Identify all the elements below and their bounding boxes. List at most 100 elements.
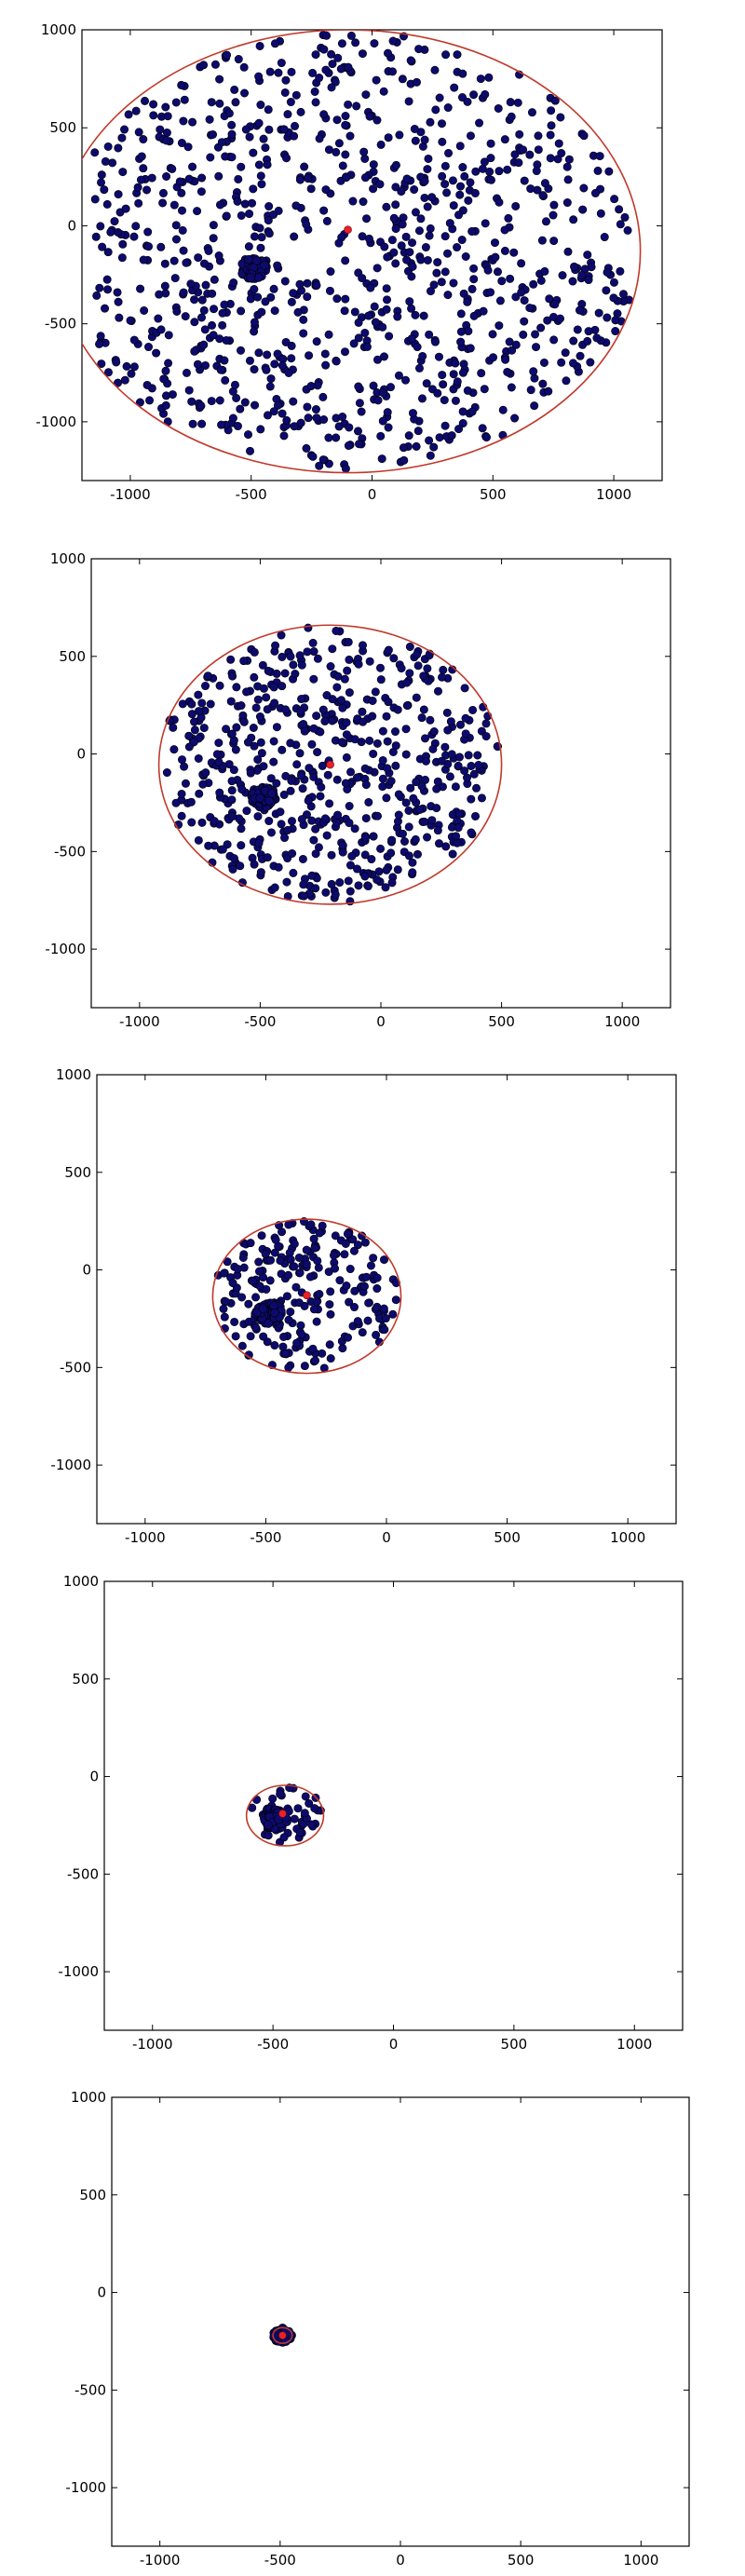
data-point [254, 838, 264, 847]
data-point [346, 31, 356, 40]
data-point [144, 242, 154, 251]
data-point [215, 396, 224, 405]
data-point [427, 816, 437, 825]
data-point [406, 783, 415, 793]
data-point [306, 184, 316, 194]
y-tick-label: 1000 [63, 1573, 99, 1590]
data-point [297, 771, 306, 780]
data-point [273, 261, 282, 270]
data-point [181, 312, 190, 321]
data-point [115, 313, 124, 322]
data-point [262, 365, 271, 374]
data-point [385, 332, 394, 341]
data-point [136, 175, 145, 184]
data-point [296, 107, 305, 116]
data-point [509, 248, 519, 257]
data-point [114, 378, 123, 387]
data-point [188, 162, 197, 171]
data-point [486, 288, 495, 297]
data-point [494, 103, 503, 113]
data-point [481, 732, 491, 741]
data-point [457, 236, 467, 245]
data-point [361, 90, 371, 100]
data-point [402, 678, 412, 687]
data-point [265, 67, 275, 76]
data-point [301, 1792, 310, 1801]
data-point [112, 358, 121, 367]
data-point [494, 197, 504, 207]
data-point [305, 764, 314, 773]
data-point [300, 1362, 309, 1371]
data-point [250, 232, 259, 241]
data-point [226, 655, 236, 664]
data-point [365, 112, 374, 121]
data-point [305, 1272, 315, 1281]
data-point [179, 288, 188, 297]
data-point [277, 820, 286, 829]
data-point [263, 160, 272, 169]
data-point [270, 1341, 279, 1350]
data-point [435, 433, 444, 442]
data-point [229, 854, 238, 863]
data-point [210, 817, 219, 826]
data-point [214, 171, 224, 181]
data-point [257, 749, 266, 758]
data-point [175, 177, 184, 186]
data-point [616, 266, 625, 276]
data-point [369, 184, 378, 194]
data-point [558, 271, 567, 280]
data-point [620, 212, 630, 222]
x-tick-label: 0 [389, 2036, 399, 2053]
data-point [199, 61, 209, 70]
data-point [539, 358, 549, 367]
data-point [332, 294, 342, 304]
data-point [299, 880, 308, 889]
data-point [348, 197, 358, 206]
data-point [304, 623, 313, 632]
data-point [420, 135, 429, 144]
data-point [355, 399, 364, 408]
y-tick-label: 0 [82, 1262, 91, 1279]
data-point [227, 795, 237, 805]
x-tick-label: 1000 [596, 486, 631, 503]
data-point [96, 222, 105, 231]
data-point [463, 386, 472, 395]
data-point [345, 131, 355, 141]
x-tick-label: 500 [494, 1529, 521, 1546]
data-point [397, 241, 406, 251]
y-tick-label: 500 [59, 648, 86, 665]
data-point [257, 180, 266, 189]
data-point [359, 717, 368, 726]
x-tick-label: 500 [501, 2036, 528, 2053]
data-point [544, 386, 553, 396]
data-point [349, 1303, 359, 1312]
plot-area [211, 1217, 402, 1375]
data-point [384, 423, 393, 432]
data-point [383, 737, 392, 746]
data-point [207, 98, 216, 107]
data-point [161, 391, 170, 400]
data-point [384, 133, 393, 142]
data-point [453, 243, 462, 252]
data-point [423, 202, 432, 211]
data-point [417, 713, 427, 723]
data-point [576, 351, 585, 360]
data-point [419, 311, 428, 320]
data-point [160, 281, 169, 291]
data-point [269, 407, 278, 416]
data-point [197, 818, 207, 827]
data-point [382, 284, 391, 293]
data-point [458, 407, 467, 416]
data-point [434, 352, 443, 361]
data-point [458, 163, 467, 172]
data-point [364, 797, 373, 807]
data-point [117, 253, 127, 263]
data-point [114, 297, 123, 306]
data-point [341, 294, 350, 304]
data-point [137, 152, 146, 161]
data-point [481, 719, 491, 728]
data-point [549, 335, 559, 345]
data-point [467, 762, 476, 771]
data-point [413, 427, 423, 436]
data-point [352, 102, 361, 111]
